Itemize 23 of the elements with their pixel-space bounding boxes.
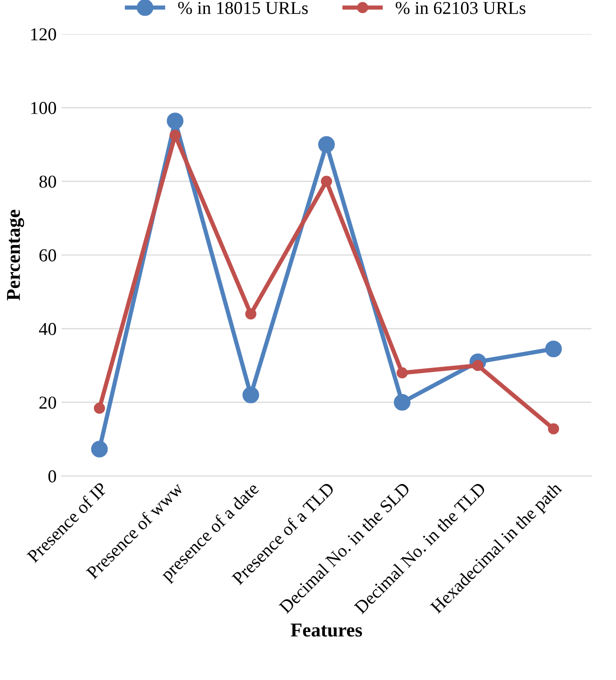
point — [94, 402, 105, 414]
y-tick-label: 20 — [39, 396, 56, 409]
point — [320, 176, 332, 187]
x-axis-title: Features — [290, 624, 362, 637]
point — [545, 340, 562, 358]
point — [170, 130, 181, 141]
y-tick-label: 120 — [31, 28, 56, 40]
legend-label: % in 18015 URLs — [178, 2, 308, 14]
y-axis-title: Percentage — [7, 210, 24, 300]
y-tick-label: 80 — [39, 176, 56, 188]
point — [91, 440, 108, 458]
point — [318, 136, 335, 153]
point — [394, 394, 410, 411]
point — [548, 423, 560, 434]
point — [166, 112, 184, 130]
y-tick-label: 60 — [39, 249, 56, 262]
y-tick-label: 40 — [39, 322, 56, 336]
y-tick-label: 100 — [31, 102, 56, 114]
point — [396, 367, 408, 378]
point — [242, 386, 260, 404]
point — [245, 308, 256, 320]
y-tick-label: 0 — [48, 470, 56, 482]
legend-label: % in 62103 URLs — [396, 2, 526, 14]
